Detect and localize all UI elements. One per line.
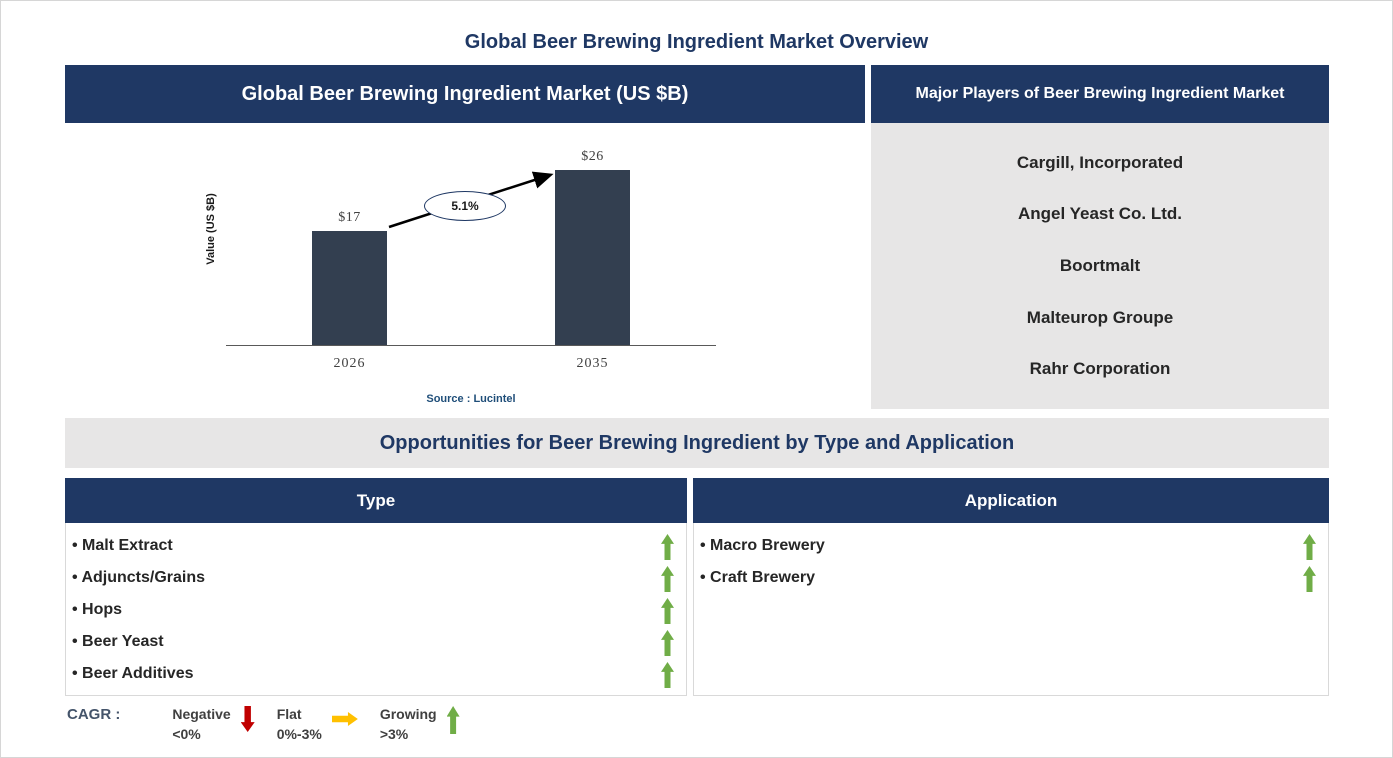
legend-item-range: >3% xyxy=(379,726,409,743)
company-name: Angel Yeast Co. Ltd. xyxy=(1017,204,1183,224)
type-table-body: Malt Extract Adjuncts/Grains Hops Beer Y… xyxy=(65,523,687,696)
growth-arrow xyxy=(388,171,554,229)
legend-title: CAGR : xyxy=(67,706,121,723)
application-table-body: Macro Brewery Craft Brewery xyxy=(693,523,1329,696)
market-chart-header: Global Beer Brewing Ingredient Market (U… xyxy=(65,65,865,123)
growing-up-arrow-icon xyxy=(661,630,674,656)
application-table: Application Macro Brewery Craft Brewery xyxy=(693,478,1329,696)
source-note: Source : Lucintel xyxy=(426,393,516,405)
legend-item-growing: Growing >3% xyxy=(380,704,460,745)
legend-item-range: 0%-3% xyxy=(276,726,322,743)
legend-item-range: <0% xyxy=(172,726,201,743)
application-table-header: Application xyxy=(693,478,1329,523)
growing-up-arrow-icon xyxy=(446,706,460,734)
company-name: Cargill, Incorporated xyxy=(1016,152,1184,172)
legend-item-text: Growing >3% xyxy=(380,704,437,745)
legend-item-negative: Negative <0% xyxy=(172,704,255,745)
x-tick-2035: 2035 xyxy=(576,356,609,371)
growing-up-arrow-icon xyxy=(661,598,674,624)
application-item-label: Macro Brewery xyxy=(700,537,825,555)
plot-area: $17 $26 5.1% xyxy=(226,123,716,346)
company-name: Boortmalt xyxy=(1059,255,1141,275)
table-row: Beer Yeast xyxy=(66,626,686,658)
x-tick-2026: 2026 xyxy=(333,356,366,371)
negative-down-arrow-icon xyxy=(240,706,255,732)
bar-2035 xyxy=(555,170,630,345)
flat-right-arrow-icon xyxy=(331,712,358,726)
growing-up-arrow-icon xyxy=(661,566,674,592)
table-row: Craft Brewery xyxy=(694,562,1328,594)
table-row: Adjuncts/Grains xyxy=(66,562,686,594)
type-item-label: Adjuncts/Grains xyxy=(72,569,205,587)
page-title: Global Beer Brewing Ingredient Market Ov… xyxy=(464,31,929,53)
type-item-label: Hops xyxy=(72,601,122,619)
table-row: Beer Additives xyxy=(66,658,686,690)
type-item-label: Malt Extract xyxy=(72,537,173,555)
legend-item-text: Negative <0% xyxy=(172,704,230,745)
type-item-label: Beer Yeast xyxy=(72,633,164,651)
legend-item-name: Negative xyxy=(172,706,231,722)
players-header: Major Players of Beer Brewing Ingredient… xyxy=(871,65,1329,123)
growing-up-arrow-icon xyxy=(1303,534,1316,560)
company-name: Rahr Corporation xyxy=(1029,359,1171,379)
legend-item-text: Flat 0%-3% xyxy=(277,704,322,745)
players-list: Cargill, Incorporated Angel Yeast Co. Lt… xyxy=(871,123,1329,409)
bar-value-2035: $26 xyxy=(581,149,604,164)
legend-item-name: Flat xyxy=(276,706,302,722)
bar-value-2026: $17 xyxy=(338,210,361,225)
type-table-header: Type xyxy=(65,478,687,523)
growing-up-arrow-icon xyxy=(661,662,674,688)
cagr-badge: 5.1% xyxy=(424,191,506,221)
legend-item-flat: Flat 0%-3% xyxy=(277,704,358,745)
table-row: Hops xyxy=(66,594,686,626)
market-bar-chart: Value (US $B) $17 $26 5.1% 2026 2035 Sou… xyxy=(65,123,865,418)
legend-item-name: Growing xyxy=(379,706,437,722)
type-item-label: Beer Additives xyxy=(72,665,193,683)
growing-up-arrow-icon xyxy=(1303,566,1316,592)
cagr-legend: CAGR : Negative <0% Flat 0%-3% Growing >… xyxy=(67,704,482,745)
bar-2026 xyxy=(312,231,387,345)
application-item-label: Craft Brewery xyxy=(700,569,815,587)
y-axis-label: Value (US $B) xyxy=(205,193,217,265)
growing-up-arrow-icon xyxy=(661,534,674,560)
table-row: Macro Brewery xyxy=(694,530,1328,562)
company-name: Malteurop Groupe xyxy=(1026,307,1174,327)
table-row: Malt Extract xyxy=(66,530,686,562)
type-table: Type Malt Extract Adjuncts/Grains Hops B… xyxy=(65,478,687,696)
opportunities-title: Opportunities for Beer Brewing Ingredien… xyxy=(65,418,1329,468)
